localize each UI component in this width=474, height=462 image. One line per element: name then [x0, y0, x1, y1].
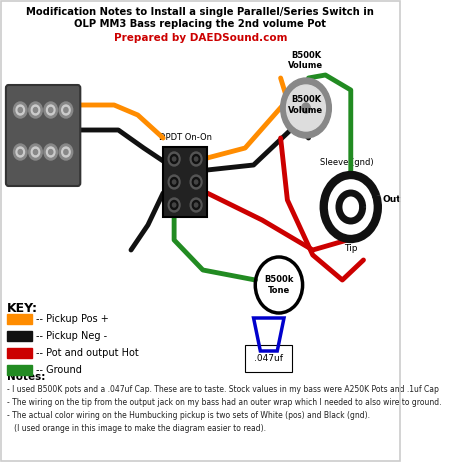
Circle shape: [170, 201, 178, 209]
Circle shape: [168, 175, 180, 189]
Text: DPDT On-On: DPDT On-On: [159, 133, 211, 142]
Circle shape: [190, 175, 202, 189]
Text: - I used B500K pots and a .047uf Cap. These are to taste. Stock values in my bas: - I used B500K pots and a .047uf Cap. Th…: [7, 385, 438, 394]
Circle shape: [64, 108, 68, 113]
Circle shape: [170, 154, 178, 164]
Text: B500K
Volume: B500K Volume: [288, 95, 324, 115]
Circle shape: [59, 144, 73, 160]
Circle shape: [46, 105, 55, 115]
Circle shape: [194, 203, 198, 207]
Text: .047uf: .047uf: [254, 354, 283, 363]
Circle shape: [46, 147, 55, 157]
Circle shape: [44, 102, 57, 118]
Circle shape: [62, 147, 70, 157]
Bar: [7, 314, 32, 324]
Circle shape: [173, 157, 176, 161]
Circle shape: [49, 150, 53, 154]
Circle shape: [16, 147, 25, 157]
Circle shape: [18, 150, 22, 154]
Circle shape: [192, 201, 200, 209]
Bar: [7, 365, 32, 375]
Circle shape: [16, 105, 25, 115]
Text: -- Pickup Pos +: -- Pickup Pos +: [36, 314, 108, 324]
Bar: [7, 348, 32, 358]
Text: OLP MM3 Bass replacing the 2nd volume Pot: OLP MM3 Bass replacing the 2nd volume Po…: [74, 19, 326, 29]
Circle shape: [33, 108, 37, 113]
Circle shape: [190, 152, 202, 166]
Circle shape: [29, 102, 42, 118]
Text: B500K
Volume: B500K Volume: [288, 51, 324, 70]
Circle shape: [173, 180, 176, 184]
Circle shape: [49, 108, 53, 113]
Text: - The wiring on the tip from the output jack on my bass had an outer wrap which : - The wiring on the tip from the output …: [7, 398, 441, 407]
Text: Prepared by DAEDSound.com: Prepared by DAEDSound.com: [114, 33, 287, 43]
Circle shape: [14, 102, 27, 118]
Bar: [7, 331, 32, 341]
Circle shape: [168, 152, 180, 166]
Circle shape: [287, 85, 326, 131]
Text: Tip: Tip: [344, 244, 357, 253]
Circle shape: [173, 203, 176, 207]
Text: -- Ground: -- Ground: [36, 365, 82, 375]
Text: (I used orange in this image to make the diagram easier to read).: (I used orange in this image to make the…: [7, 424, 266, 433]
Circle shape: [194, 157, 198, 161]
Text: Out: Out: [382, 195, 401, 203]
Circle shape: [44, 144, 57, 160]
Text: - The actual color wiring on the Humbucking pickup is two sets of White (pos) an: - The actual color wiring on the Humbuck…: [7, 411, 370, 420]
Circle shape: [14, 144, 27, 160]
Circle shape: [33, 150, 37, 154]
Circle shape: [168, 198, 180, 212]
Circle shape: [29, 144, 42, 160]
Circle shape: [31, 105, 40, 115]
Text: Sleeve (gnd): Sleeve (gnd): [320, 158, 374, 167]
Text: KEY:: KEY:: [7, 302, 38, 315]
Circle shape: [302, 103, 310, 113]
Circle shape: [192, 177, 200, 187]
Circle shape: [281, 78, 331, 138]
Text: Modification Notes to Install a single Parallel/Series Switch in: Modification Notes to Install a single P…: [27, 7, 374, 17]
FancyBboxPatch shape: [6, 85, 80, 186]
Circle shape: [64, 150, 68, 154]
Circle shape: [192, 154, 200, 164]
Text: -- Pickup Neg -: -- Pickup Neg -: [36, 331, 107, 341]
Circle shape: [18, 108, 22, 113]
Circle shape: [59, 102, 73, 118]
Circle shape: [328, 180, 374, 234]
Bar: [163, 147, 207, 217]
Circle shape: [170, 177, 178, 187]
Text: B500k
Tone: B500k Tone: [264, 275, 293, 295]
Circle shape: [194, 180, 198, 184]
Circle shape: [31, 147, 40, 157]
Circle shape: [257, 259, 301, 311]
Text: Notes:: Notes:: [7, 372, 45, 382]
Text: -- Pot and output Hot: -- Pot and output Hot: [36, 348, 138, 358]
Circle shape: [190, 198, 202, 212]
Circle shape: [62, 105, 70, 115]
